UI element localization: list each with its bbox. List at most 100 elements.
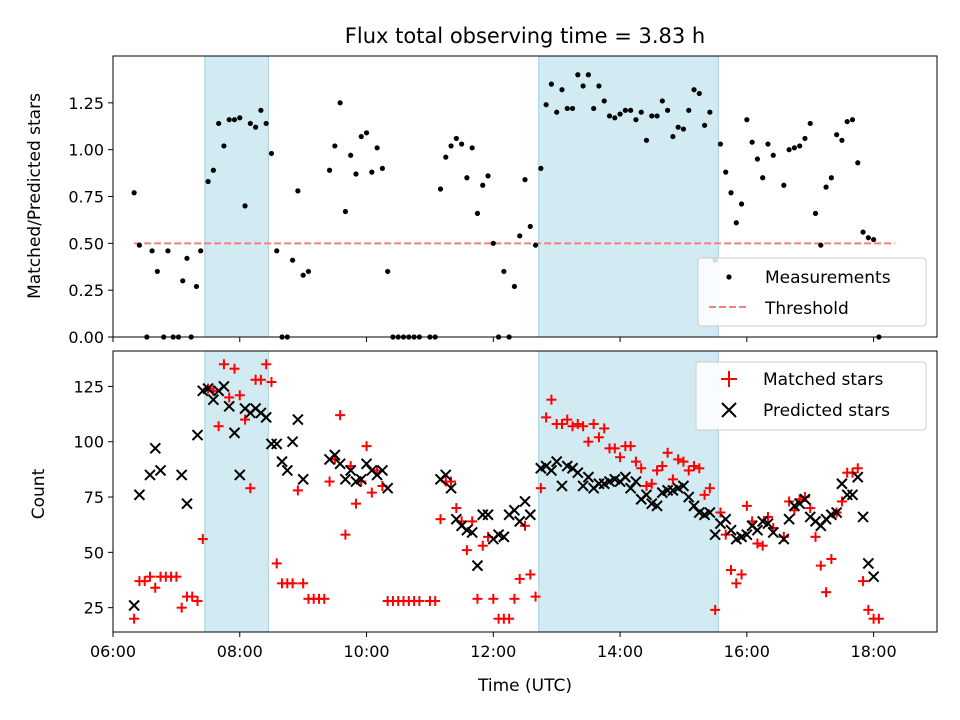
predicted-star-point	[550, 455, 563, 468]
top-y-tick-label: 1.00	[68, 141, 104, 160]
top-y-tick-label: 0.50	[68, 234, 104, 253]
predicted-star-point	[228, 427, 241, 439]
matched-star-point	[192, 596, 203, 607]
matched-star-point	[340, 529, 351, 540]
predicted-star-point	[223, 400, 235, 413]
measurement-point	[358, 133, 364, 140]
measurement-point	[786, 147, 792, 153]
predicted-star-stroke	[218, 380, 230, 393]
measurement-point	[527, 223, 533, 230]
predicted-star-stroke	[720, 513, 732, 525]
measurement-point	[448, 143, 454, 149]
measurement-point	[538, 165, 544, 171]
predicted-star-point	[709, 528, 721, 541]
predicted-star-stroke	[344, 464, 357, 477]
predicted-star-point	[175, 469, 188, 481]
predicted-star-stroke	[471, 559, 484, 572]
measurement-point	[474, 210, 481, 216]
legend-threshold-label: Threshold	[764, 299, 849, 319]
predicted-star-stroke	[445, 482, 457, 494]
predicted-star-stroke	[461, 524, 473, 536]
measurement-point	[855, 160, 861, 166]
chart-title: Flux total observing time = 3.83 h	[345, 24, 705, 48]
matched-star-point	[646, 478, 657, 489]
matched-star-point	[556, 419, 567, 430]
predicted-star-point	[783, 513, 795, 525]
measurement-point	[865, 235, 871, 241]
matched-star-point	[414, 596, 425, 607]
measurement-point	[770, 152, 776, 158]
measurement-point	[675, 124, 681, 130]
measurement-point	[247, 120, 253, 127]
bottom-y-tick-label: 25	[84, 599, 104, 618]
measurement-point	[289, 257, 296, 263]
matched-star-point	[218, 359, 229, 370]
measurement-point	[348, 152, 354, 158]
predicted-star-point	[191, 429, 204, 441]
matched-star-point	[630, 456, 641, 467]
predicted-star-stroke	[440, 469, 452, 481]
predicted-star-stroke	[519, 495, 531, 508]
predicted-star-stroke	[149, 442, 161, 455]
predicted-star-stroke	[651, 500, 663, 512]
predicted-star-stroke	[334, 458, 346, 470]
legend-predicted-label: Predicted stars	[763, 401, 890, 421]
measurement-point	[464, 175, 470, 181]
matched-star-point	[583, 436, 594, 447]
matched-star-point	[826, 553, 837, 564]
matched-star-point	[641, 480, 652, 491]
x-tick-label: 12:00	[470, 642, 516, 661]
measurement-point	[717, 141, 724, 147]
measurement-point	[601, 98, 607, 104]
measurement-point	[242, 203, 248, 209]
measurement-point	[860, 229, 866, 235]
measurement-point	[548, 81, 555, 87]
predicted-star-point	[762, 517, 774, 530]
matched-star-point	[615, 452, 626, 463]
predicted-star-points	[128, 380, 880, 612]
legend-measurements-label: Measurements	[765, 268, 891, 288]
x-tick-label: 18:00	[851, 642, 897, 661]
measurement-point	[369, 169, 375, 175]
measurement-point	[844, 118, 850, 125]
matched-star-point	[662, 447, 673, 458]
predicted-star-point	[133, 489, 146, 501]
measurement-point	[765, 141, 771, 147]
predicted-star-stroke	[355, 473, 367, 486]
measurement-point	[480, 182, 486, 188]
matched-star-point	[229, 363, 240, 374]
x-tick-label: 06:00	[90, 642, 136, 661]
x-tick-label: 16:00	[724, 642, 770, 661]
predicted-star-stroke	[857, 511, 869, 523]
predicted-star-stroke	[756, 515, 769, 528]
predicted-star-point	[482, 509, 494, 521]
measurement-point	[559, 87, 565, 93]
measurement-point	[591, 105, 597, 112]
predicted-star-stroke	[381, 482, 394, 494]
measurement-point	[443, 154, 449, 160]
measurement-point	[659, 98, 665, 104]
predicted-star-point	[846, 489, 859, 501]
matched-star-point	[435, 514, 446, 525]
matched-star-point	[821, 587, 832, 598]
measurement-point	[606, 113, 613, 119]
predicted-star-stroke	[683, 491, 695, 503]
top-y-ticks: 0.00 0.25 0.50 0.75 1.00 1.25	[68, 94, 113, 347]
predicted-star-point	[297, 473, 309, 486]
predicted-star-point	[640, 489, 653, 501]
predicted-star-point	[677, 480, 690, 492]
predicted-star-stroke	[175, 469, 188, 481]
predicted-star-stroke	[360, 458, 373, 470]
measurement-point	[781, 182, 787, 188]
measurement-point	[300, 272, 306, 278]
predicted-star-stroke	[582, 471, 595, 483]
matched-star-point	[266, 376, 277, 387]
measurement-point	[580, 83, 586, 89]
measurement-point	[628, 107, 634, 113]
observing-intervals	[204, 55, 719, 338]
matched-star-point	[710, 604, 721, 615]
matched-star-point	[129, 613, 140, 624]
matched-star-point	[546, 394, 557, 405]
measurement-point	[823, 184, 829, 190]
